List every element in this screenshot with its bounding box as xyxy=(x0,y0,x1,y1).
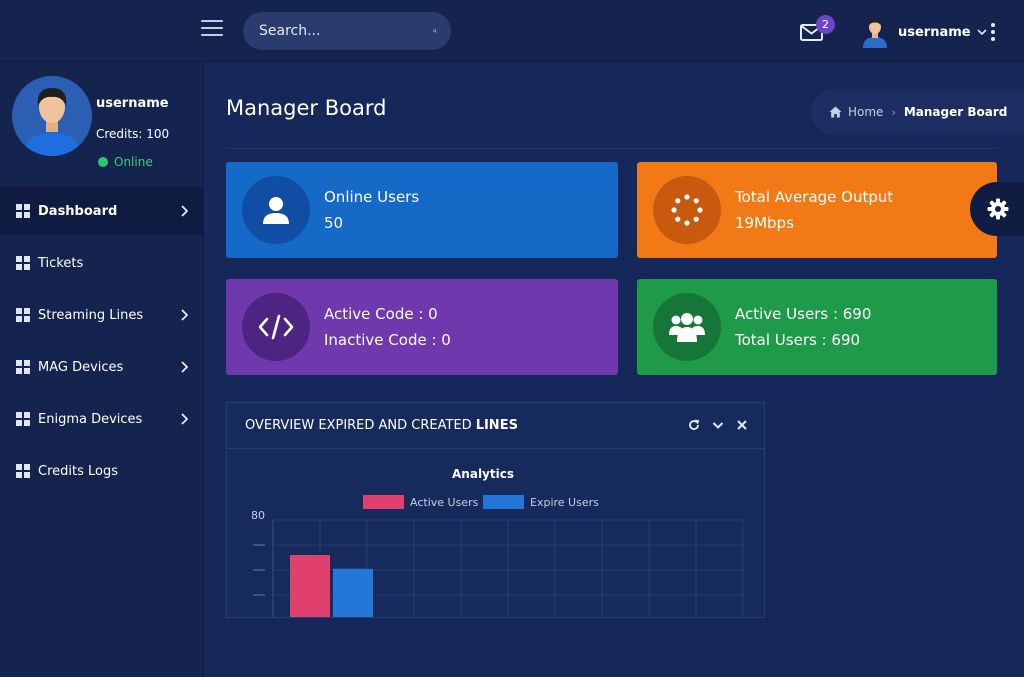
home-icon xyxy=(829,106,842,118)
panel-header: OVERVIEW EXPIRED AND CREATED LINES xyxy=(227,403,764,449)
users-group-icon xyxy=(653,293,721,361)
active-code-label: Active Code : 0 xyxy=(324,305,438,323)
grid-icon xyxy=(16,360,30,374)
chevron-right-icon xyxy=(181,361,188,373)
chevron-down-icon xyxy=(977,29,987,36)
breadcrumb-home-link[interactable]: Home xyxy=(848,105,884,119)
status-badge: Online xyxy=(98,155,153,169)
panel-title: OVERVIEW EXPIRED AND CREATED xyxy=(245,418,472,433)
bar-expire-users xyxy=(333,568,373,617)
sidebar-item-label: Streaming Lines xyxy=(38,307,144,323)
sidebar-item-mag-devices[interactable]: MAG Devices xyxy=(0,343,204,391)
inactive-code-label: Inactive Code : 0 xyxy=(324,331,451,349)
sidebar-item-label: Dashboard xyxy=(38,203,118,219)
menu-toggle-icon[interactable] xyxy=(201,20,223,38)
profile-avatar xyxy=(12,76,92,156)
chart-svg: Analytics Active Users Expire Users 80 xyxy=(251,467,744,617)
total-users-label: Total Users : 690 xyxy=(735,331,861,349)
code-icon xyxy=(242,293,310,361)
top-bar: 2 username xyxy=(0,0,1024,62)
sidebar-item-tickets[interactable]: Tickets xyxy=(0,239,204,287)
page-title: Manager Board xyxy=(226,96,387,120)
panel-title-strong: LINES xyxy=(475,418,518,433)
search-icon[interactable] xyxy=(433,22,437,40)
top-username: username xyxy=(898,24,971,40)
settings-gear-icon[interactable] xyxy=(970,182,1024,236)
more-options-icon[interactable] xyxy=(990,23,996,41)
profile-name: username xyxy=(96,96,169,111)
grid-icon xyxy=(16,204,30,218)
legend-swatch xyxy=(483,495,524,509)
profile-credits: Credits: 100 xyxy=(96,127,170,141)
chart-title: Analytics xyxy=(452,467,514,481)
overview-panel: OVERVIEW EXPIRED AND CREATED LINES Analy… xyxy=(226,402,765,618)
mail-badge: 2 xyxy=(816,15,835,34)
search-input[interactable] xyxy=(259,23,433,39)
sidebar-item-enigma-devices[interactable]: Enigma Devices xyxy=(0,395,204,443)
breadcrumb-separator-icon: › xyxy=(891,105,896,119)
user-icon xyxy=(242,176,310,244)
user-menu[interactable]: username xyxy=(860,16,987,48)
sidebar-item-credits-logs[interactable]: Credits Logs xyxy=(0,447,204,495)
sidebar-item-label: Enigma Devices xyxy=(38,411,143,427)
analytics-chart: Analytics Active Users Expire Users 80 xyxy=(227,449,764,617)
spinner-icon xyxy=(653,176,721,244)
chevron-right-icon xyxy=(181,309,188,321)
grid-icon xyxy=(16,464,30,478)
bar-active-users xyxy=(290,555,330,617)
grid-icon xyxy=(16,308,30,322)
card-label: Total Average Output xyxy=(735,188,894,206)
y-tick-label: 80 xyxy=(251,509,265,522)
total-output-card: Total Average Output 19Mbps xyxy=(637,162,997,258)
users-card: Active Users : 690 Total Users : 690 xyxy=(637,279,997,375)
legend-label: Expire Users xyxy=(530,496,599,509)
sidebar-item-streaming-lines[interactable]: Streaming Lines xyxy=(0,291,204,339)
sidebar-item-label: Credits Logs xyxy=(38,463,118,479)
sidebar-item-label: Tickets xyxy=(38,255,84,271)
legend-label: Active Users xyxy=(410,496,479,509)
chevron-right-icon xyxy=(181,413,188,425)
chevron-right-icon xyxy=(181,205,188,217)
search-box[interactable] xyxy=(243,12,451,50)
grid-icon xyxy=(16,412,30,426)
legend-swatch xyxy=(363,495,404,509)
profile-card: username Credits: 100 Online xyxy=(12,76,202,176)
sidebar-nav: Dashboard Tickets Streaming Lines MAG De… xyxy=(0,187,204,499)
breadcrumb-current: Manager Board xyxy=(903,105,1008,119)
active-users-label: Active Users : 690 xyxy=(735,305,872,323)
sidebar-item-label: MAG Devices xyxy=(38,359,124,375)
online-dot-icon xyxy=(98,157,108,167)
grid-icon xyxy=(16,256,30,270)
breadcrumb: Home › Manager Board xyxy=(811,90,1024,134)
refresh-icon[interactable] xyxy=(688,419,700,431)
sidebar: username Credits: 100 Online Dashboard T… xyxy=(0,62,204,677)
code-card: Active Code : 0 Inactive Code : 0 xyxy=(226,279,618,375)
user-avatar xyxy=(863,19,887,48)
status-text: Online xyxy=(114,155,153,169)
collapse-chevron-icon[interactable] xyxy=(712,419,724,431)
card-value: 50 xyxy=(324,214,344,232)
card-value: 19Mbps xyxy=(735,214,794,232)
online-users-card: Online Users 50 xyxy=(226,162,618,258)
sidebar-item-dashboard[interactable]: Dashboard xyxy=(0,187,204,235)
close-icon[interactable] xyxy=(736,419,748,431)
card-label: Online Users xyxy=(324,188,420,206)
divider xyxy=(226,148,998,149)
